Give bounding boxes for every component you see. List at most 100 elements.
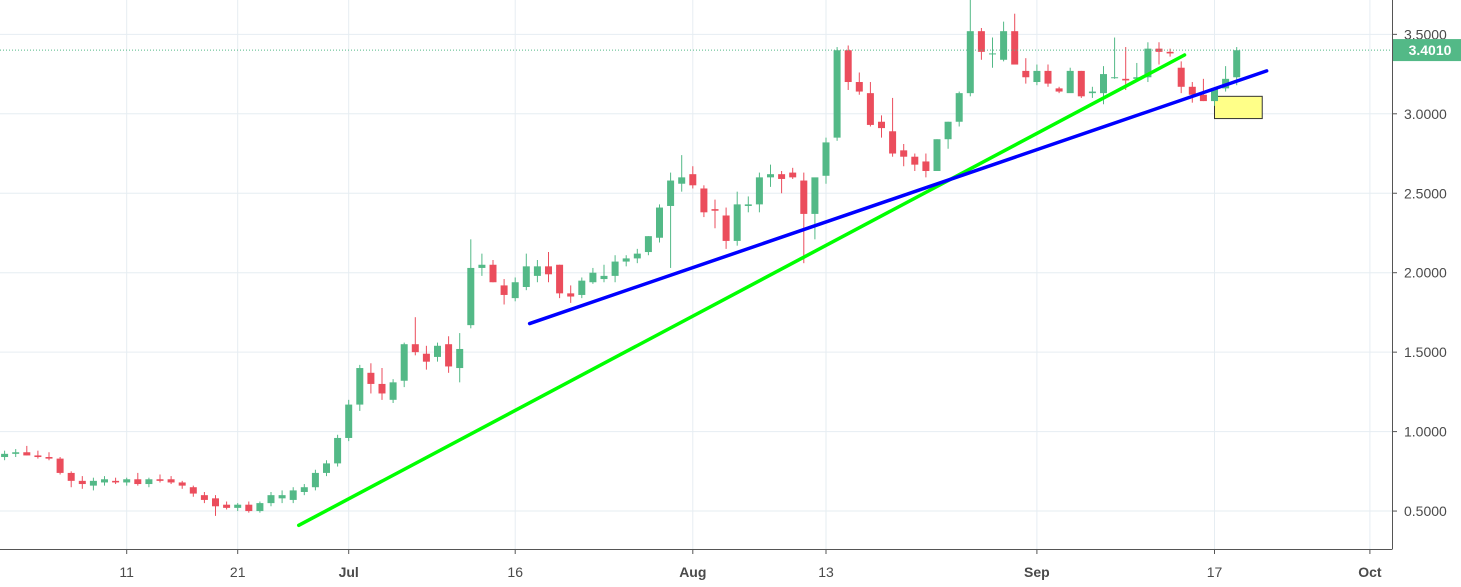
candle-up xyxy=(589,267,597,284)
candle-body xyxy=(456,348,464,369)
candle-up xyxy=(811,177,819,240)
candle-up xyxy=(633,248,641,264)
candle-body xyxy=(1000,31,1008,60)
candle-body xyxy=(56,458,64,473)
y-tick-label: 2.5000 xyxy=(1404,185,1447,201)
candle-down xyxy=(1188,82,1196,103)
candle-down xyxy=(1177,61,1185,94)
candle-body xyxy=(1088,91,1096,94)
candle-body xyxy=(855,82,863,92)
candle-up xyxy=(1211,88,1218,106)
candle-body xyxy=(223,504,231,508)
candle-body xyxy=(1233,50,1241,78)
candle-body xyxy=(966,31,974,94)
candle-down xyxy=(156,474,164,483)
candle-up xyxy=(278,490,286,504)
candle-body xyxy=(622,258,630,262)
candle-down xyxy=(422,345,430,370)
candle-down xyxy=(1155,42,1163,65)
candle-body xyxy=(822,142,830,176)
candle-up xyxy=(833,47,841,141)
candle-body xyxy=(811,177,819,214)
candle-down xyxy=(378,368,386,400)
candle-down xyxy=(1122,47,1130,90)
candle-body xyxy=(89,480,97,486)
candle-body xyxy=(1111,77,1119,79)
candle-body xyxy=(611,261,619,276)
x-tick-label: 11 xyxy=(119,564,134,580)
candle-body xyxy=(1166,51,1174,54)
candle-down xyxy=(34,450,42,459)
candle-down xyxy=(489,259,497,283)
candle-body xyxy=(334,437,342,464)
candle-body xyxy=(977,31,985,52)
candle-up xyxy=(744,196,752,213)
candle-up xyxy=(145,477,153,488)
candle-down xyxy=(911,153,919,172)
candle-up xyxy=(323,460,330,477)
candle-body xyxy=(1144,48,1152,78)
candle-body xyxy=(267,495,275,504)
candle-body xyxy=(567,293,575,297)
candle-up xyxy=(400,342,408,388)
candle-body xyxy=(589,272,597,283)
candle-body xyxy=(434,345,441,357)
candle-body xyxy=(400,344,408,381)
candle-down xyxy=(878,115,885,138)
candle-down xyxy=(1199,78,1207,102)
x-tick-label: 21 xyxy=(230,564,246,580)
candle-body xyxy=(245,504,253,512)
candle-up xyxy=(1066,67,1074,94)
candle-body xyxy=(1199,94,1207,102)
candle-down xyxy=(1011,13,1019,65)
candle-up xyxy=(600,264,608,283)
candle-body xyxy=(955,93,963,122)
candle-body xyxy=(744,204,752,206)
x-tick-label: Aug xyxy=(679,564,706,580)
candle-up xyxy=(955,91,963,127)
candle-body xyxy=(933,139,941,172)
candle-body xyxy=(866,93,874,125)
candle-up xyxy=(467,239,475,329)
candle-down xyxy=(411,317,419,356)
candle-down xyxy=(900,143,908,167)
candle-up xyxy=(334,434,342,467)
candle-up xyxy=(656,204,663,243)
candle-body xyxy=(489,264,497,283)
candle-body xyxy=(700,188,708,213)
candle-body xyxy=(767,174,774,178)
candle-up xyxy=(434,342,441,362)
candle-down xyxy=(711,199,719,229)
candle-up xyxy=(822,137,830,184)
candle-body xyxy=(789,172,797,178)
candle-body xyxy=(345,404,353,438)
x-tick-label: Oct xyxy=(1358,564,1382,580)
candle-down xyxy=(1044,64,1052,87)
candle-down xyxy=(545,252,552,283)
candle-up xyxy=(933,139,941,172)
candle-body xyxy=(1211,88,1218,102)
candle-up xyxy=(1088,86,1096,98)
candle-body xyxy=(1055,88,1063,92)
candle-up xyxy=(989,37,996,68)
candle-body xyxy=(23,452,31,456)
candle-body xyxy=(178,482,186,486)
candle-body xyxy=(778,174,786,179)
candle-up xyxy=(1000,21,1008,62)
candle-up xyxy=(456,333,464,383)
candle-down xyxy=(689,166,697,189)
grid xyxy=(0,0,1392,549)
candle-down xyxy=(223,501,231,510)
candle-down xyxy=(78,476,86,489)
candle-up xyxy=(267,491,275,507)
candle-up xyxy=(522,253,530,291)
candle-down xyxy=(977,27,985,60)
trendline-layer xyxy=(297,53,1269,528)
candle-body xyxy=(911,156,919,165)
x-tick-label: 16 xyxy=(507,564,523,580)
candle-body xyxy=(600,275,608,280)
candle-body xyxy=(167,479,175,483)
candle-body xyxy=(678,177,686,184)
candle-body xyxy=(667,180,675,206)
